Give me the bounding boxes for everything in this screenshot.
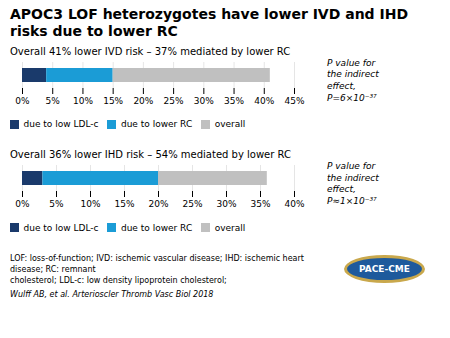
svg-text:30%: 30% (216, 199, 236, 209)
svg-text:5%: 5% (49, 199, 64, 209)
svg-text:25%: 25% (182, 199, 202, 209)
html-text:due to lower RC: due to lower RC (120, 119, 193, 130)
html-text:Overall 41% lower IVD risk – 3: Overall 41% lower IVD risk – 37% mediate… (10, 45, 291, 57)
svg-text:40%: 40% (284, 199, 304, 209)
html-text:due to low LDL-c: due to low LDL-c (23, 119, 99, 130)
svg-text:10%: 10% (80, 199, 100, 209)
html-text:PACE-CME: PACE-CME (359, 264, 410, 275)
svg-text:5%: 5% (46, 95, 61, 105)
svg-text:35%: 35% (224, 95, 244, 105)
html-text:due to lower RC: due to lower RC (120, 222, 193, 233)
html-text:P value for the indirect effec: P value for the indirect effect, P≈1×10⁻… (327, 161, 379, 207)
svg-text:40%: 40% (254, 95, 274, 105)
svg-text:20%: 20% (148, 199, 168, 209)
html-text:P value for the indirect effec: P value for the indirect effect, P=6×10⁻… (327, 57, 379, 103)
svg-text:30%: 30% (194, 95, 214, 105)
html-text:Wulff AB, et al. Arterioscler: Wulff AB, et al. Arterioscler Thromb Vas… (10, 290, 214, 300)
svg-text:0%: 0% (15, 199, 30, 209)
svg-text:20%: 20% (133, 95, 153, 105)
html-text:APOC3 LOF heterozygotes have l: APOC3 LOF heterozygotes have lower IVD a… (10, 6, 409, 39)
svg-text:45%: 45% (284, 95, 304, 105)
html-text:due to low LDL-c: due to low LDL-c (23, 222, 99, 233)
svg-text:10%: 10% (73, 95, 93, 105)
svg-text:0%: 0% (15, 95, 30, 105)
svg-text:25%: 25% (164, 95, 184, 105)
svg-text:35%: 35% (250, 199, 270, 209)
svg-text:15%: 15% (114, 199, 134, 209)
html-text:LOF: loss-of-function; IVD: is: LOF: loss-of-function; IVD: ischemic vas… (10, 253, 304, 285)
html-text:Overall 36% lower IHD risk – 5: Overall 36% lower IHD risk – 54% mediate… (10, 149, 291, 161)
html-text:overall: overall (214, 119, 246, 130)
svg-text:15%: 15% (103, 95, 123, 105)
html-text:overall: overall (214, 222, 246, 233)
